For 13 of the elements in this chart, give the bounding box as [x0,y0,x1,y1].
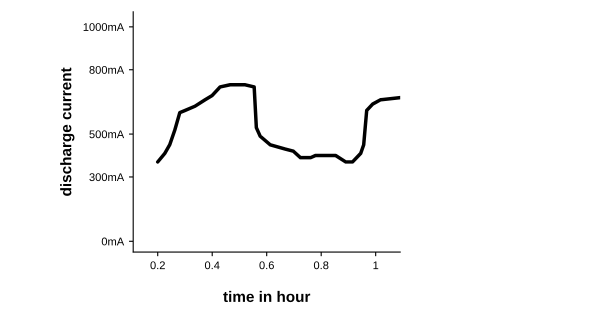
y-tick-label: 800mA [89,66,124,74]
x-tick-label: 0.4 [204,261,220,270]
x-axis-title: time in hour [223,290,310,302]
y-axis-title: discharge current [60,68,74,196]
x-tick-label: 1 [373,261,378,270]
x-tick-label: 0.8 [314,261,328,270]
y-tick-label: 300mA [89,173,124,182]
x-tick-label: 0.2 [150,261,165,270]
y-tick-label: 0mA [102,238,124,246]
line-series [156,83,400,164]
x-tick-label: 0.6 [259,261,274,270]
y-tick-label: 1000mA [84,23,124,31]
y-tick-label: 500mA [89,130,124,138]
